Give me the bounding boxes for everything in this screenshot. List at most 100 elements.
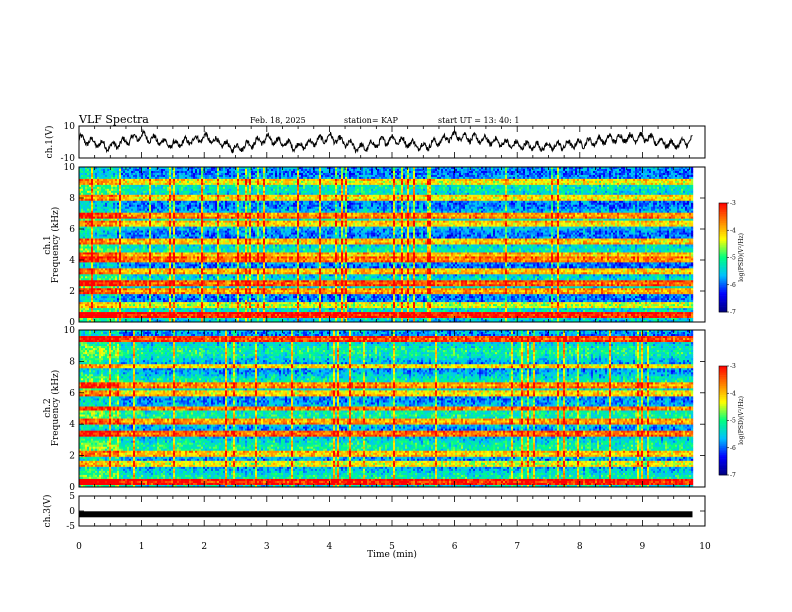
heatmap-cell — [627, 169, 629, 171]
heatmap-cell — [235, 171, 237, 173]
heatmap-cell — [201, 171, 203, 173]
heatmap-cell — [475, 171, 477, 173]
heatmap-cell — [667, 169, 669, 171]
heatmap-cell — [589, 169, 591, 171]
heatmap-cell — [493, 171, 495, 173]
heatmap-cell — [225, 169, 227, 171]
heatmap-cell — [455, 171, 457, 173]
heatmap-cell — [279, 171, 281, 173]
heatmap-cell — [509, 169, 511, 171]
heatmap-cell — [261, 169, 263, 171]
heatmap-cell — [151, 169, 153, 171]
ch1-waveform-panel: ch.1(V) -1010 — [44, 122, 705, 164]
heatmap-cell — [415, 169, 417, 171]
ch1-waveform-line — [79, 130, 692, 152]
heatmap-cell — [255, 171, 257, 173]
heatmap-cell — [355, 171, 357, 173]
heatmap-cell — [185, 169, 187, 171]
heatmap-cell — [545, 169, 547, 171]
ch1-spectrogram-heatmap — [79, 167, 693, 322]
heatmap-cell — [431, 171, 433, 173]
heatmap-cell — [197, 171, 199, 173]
heatmap-cell — [199, 171, 201, 173]
heatmap-cell — [395, 171, 397, 173]
heatmap-cell — [307, 169, 309, 171]
heatmap-cell — [191, 169, 193, 171]
heatmap-cell — [83, 169, 85, 171]
heatmap-cell — [615, 169, 617, 171]
heatmap-cell — [287, 171, 289, 173]
heatmap-cell — [209, 171, 211, 173]
heatmap-cell — [613, 169, 615, 171]
heatmap-cell — [441, 171, 443, 173]
heatmap-cell — [309, 171, 311, 173]
heatmap-cell — [581, 169, 583, 171]
heatmap-cell — [111, 171, 113, 173]
heatmap-cell — [471, 171, 473, 173]
heatmap-cell — [379, 169, 381, 171]
heatmap-cell — [273, 169, 275, 171]
heatmap-cell — [373, 169, 375, 171]
heatmap-cell — [477, 169, 479, 171]
heatmap-cell — [501, 171, 503, 173]
heatmap-cell — [395, 169, 397, 171]
heatmap-cell — [633, 169, 635, 171]
heatmap-cell — [89, 169, 91, 171]
heatmap-cell — [277, 171, 279, 173]
heatmap-cell — [681, 169, 683, 171]
heatmap-cell — [109, 171, 111, 173]
heatmap-cell — [105, 171, 107, 173]
heatmap-cell — [299, 169, 301, 171]
heatmap-cell — [215, 171, 217, 173]
heatmap-cell — [215, 169, 217, 171]
heatmap-cell — [163, 169, 165, 171]
heatmap-cell — [159, 169, 161, 171]
heatmap-cell — [467, 169, 469, 171]
heatmap-cell — [677, 169, 679, 171]
heatmap-cell — [557, 169, 559, 171]
heatmap-cell — [355, 169, 357, 171]
heatmap-cell — [193, 171, 195, 173]
heatmap-cell — [169, 171, 171, 173]
heatmap-cell — [331, 171, 333, 173]
heatmap-cell — [269, 171, 271, 173]
heatmap-cell — [151, 171, 153, 173]
figure-title: VLF Spectra — [78, 113, 149, 126]
heatmap-cell — [313, 171, 315, 173]
heatmap-cell — [85, 171, 87, 173]
heatmap-cell — [187, 171, 189, 173]
heatmap-cell — [181, 171, 183, 173]
heatmap-cell — [339, 169, 341, 171]
heatmap-cell — [195, 169, 197, 171]
heatmap-cell — [411, 169, 413, 171]
heatmap-cell — [489, 169, 491, 171]
heatmap-cell — [479, 171, 481, 173]
heatmap-cell — [371, 169, 373, 171]
heatmap-cell — [315, 171, 317, 173]
heatmap-cell — [381, 171, 383, 173]
heatmap-cell — [443, 169, 445, 171]
heatmap-cell — [289, 171, 291, 173]
heatmap-cell — [323, 171, 325, 173]
heatmap-cell — [113, 171, 115, 173]
heatmap-cell — [209, 169, 211, 171]
heatmap-cell — [321, 171, 323, 173]
heatmap-cell — [139, 169, 141, 171]
heatmap-cell — [473, 169, 475, 171]
heatmap-cell — [331, 169, 333, 171]
heatmap-cell — [315, 169, 317, 171]
heatmap-cell — [509, 171, 511, 173]
heatmap-cell — [417, 171, 419, 173]
heatmap-cell — [93, 171, 95, 173]
heatmap-cell — [167, 169, 169, 171]
heatmap-cell — [499, 169, 501, 171]
heatmap-cell — [337, 171, 339, 173]
heatmap-cell — [457, 171, 459, 173]
heatmap-cell — [335, 171, 337, 173]
heatmap-cell — [333, 169, 335, 171]
start-ut-label: start UT = 13: 40: 1 — [438, 116, 519, 125]
heatmap-cell — [653, 169, 655, 171]
heatmap-cell — [465, 171, 467, 173]
heatmap-cell — [375, 171, 377, 173]
heatmap-cell — [89, 171, 91, 173]
